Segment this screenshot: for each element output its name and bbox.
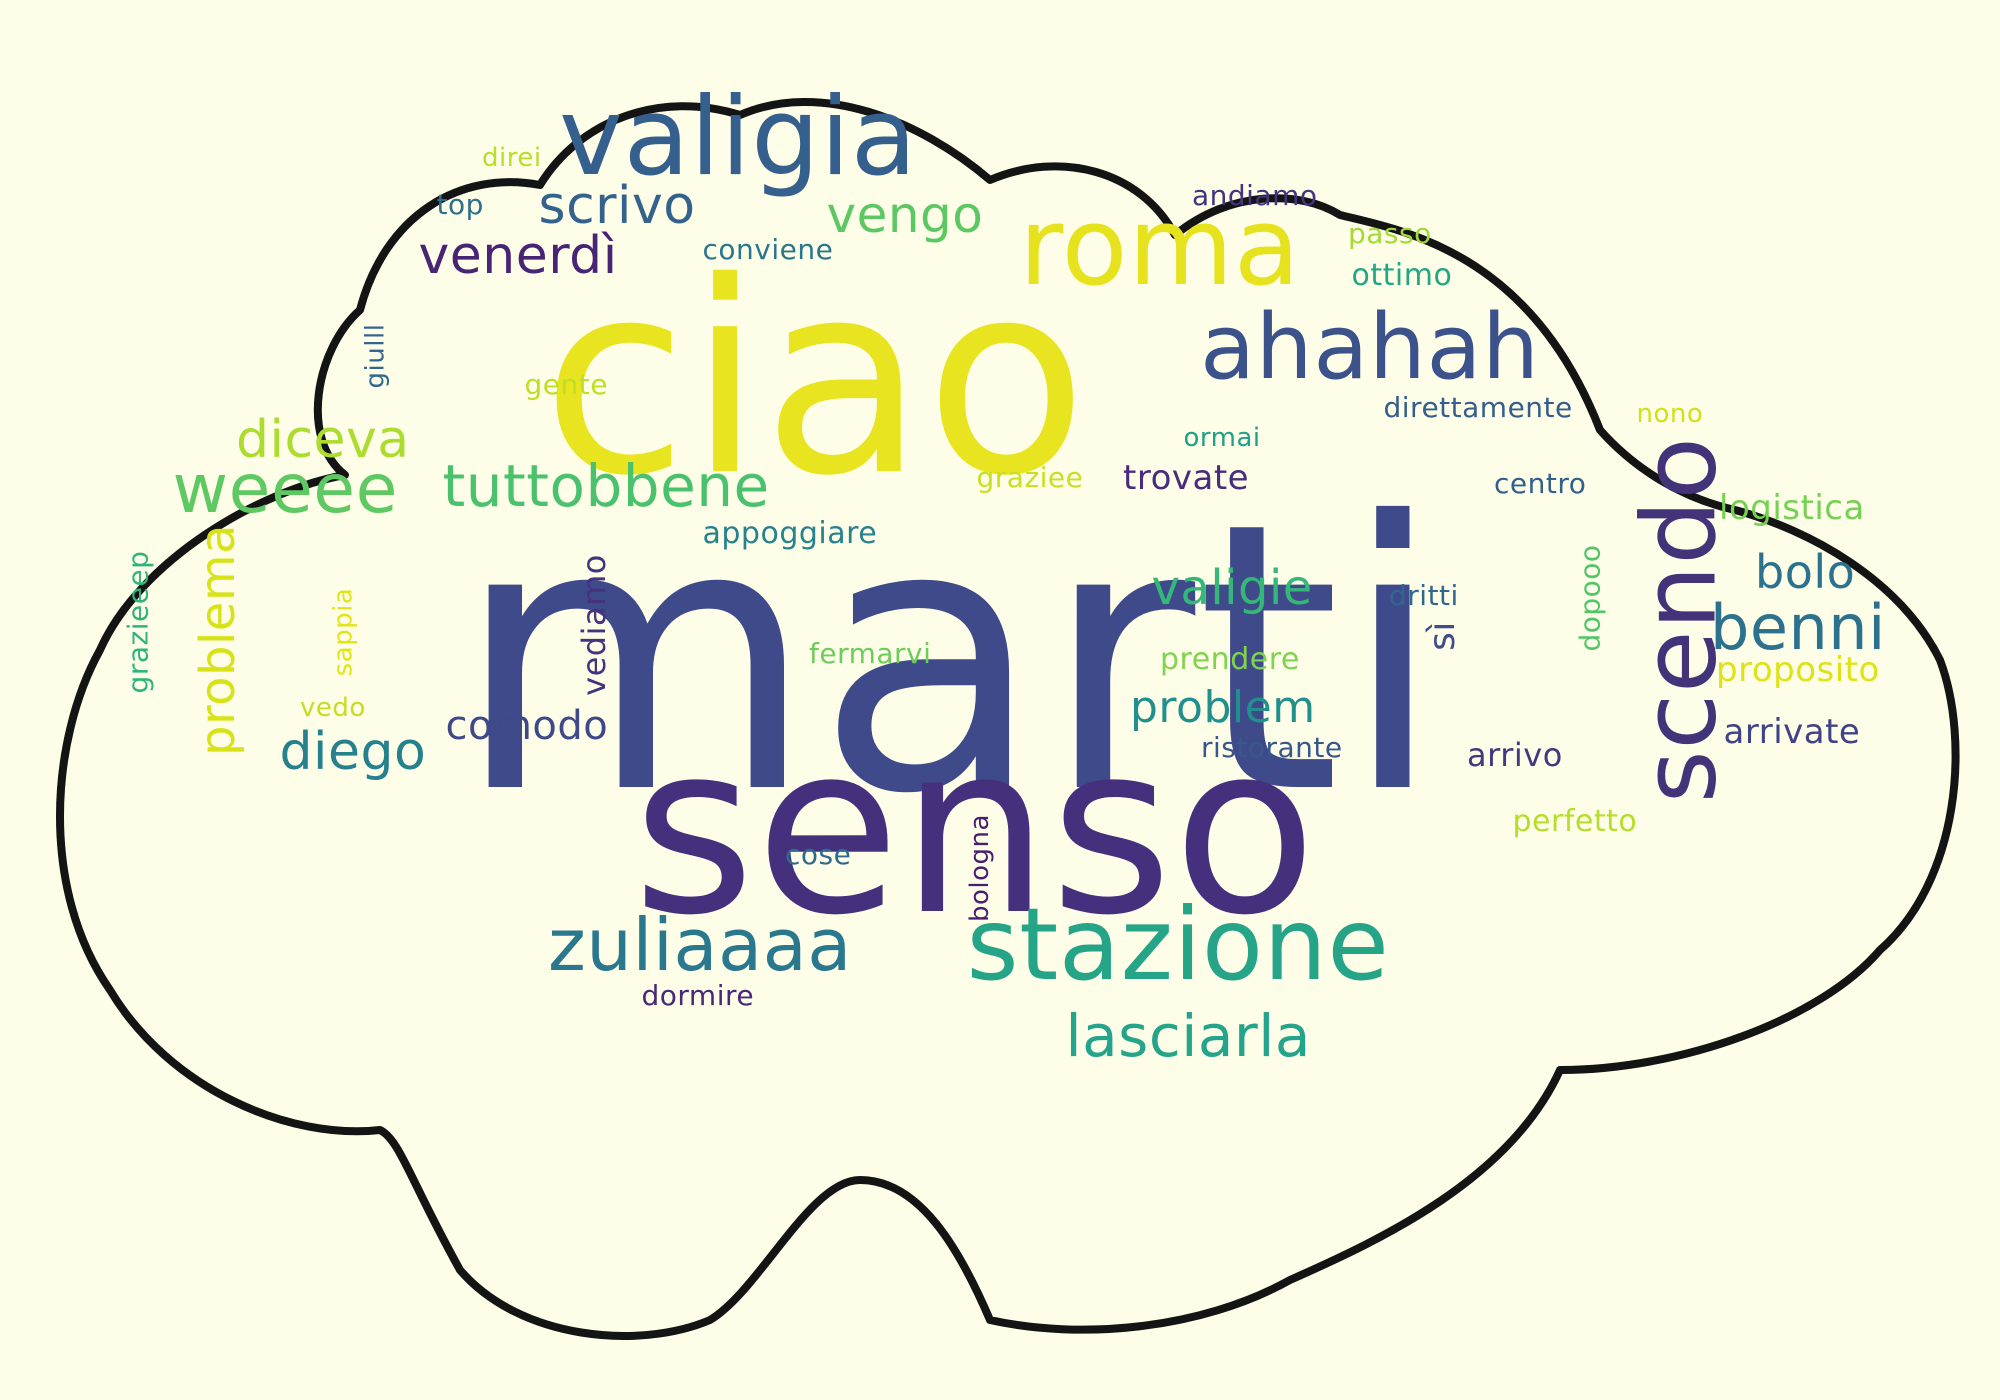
word-vediamo: vediamo <box>574 554 613 696</box>
word-sappia: sappia <box>327 587 358 677</box>
word-si: sì <box>1421 621 1463 651</box>
word-direttamente: direttamente <box>1383 391 1573 424</box>
word-logistica: logistica <box>1719 488 1865 528</box>
word-dormire: dormire <box>641 979 755 1012</box>
word-diego: diego <box>279 722 427 782</box>
word-dopooo: dopooo <box>1573 544 1607 652</box>
word-andiamo: andiamo <box>1192 179 1318 212</box>
word-vengo: vengo <box>826 186 984 244</box>
word-venerdi: venerdì <box>418 226 618 286</box>
word-scrivo: scrivo <box>538 176 696 236</box>
word-ciao: ciao <box>542 225 1088 534</box>
word-stazione: stazione <box>966 886 1390 1003</box>
word-dritti: dritti <box>1389 579 1459 612</box>
word-weeee: weeee <box>172 450 398 529</box>
word-benni: benni <box>1710 591 1886 664</box>
word-appoggiare: appoggiare <box>702 516 878 551</box>
cloud-outline <box>56 98 1960 1340</box>
word-ahahah: ahahah <box>1200 295 1540 400</box>
word-ristorante: ristorante <box>1201 731 1343 764</box>
word-gente: gente <box>524 368 608 401</box>
word-graziee: graziee <box>976 461 1084 494</box>
word-roma: roma <box>1019 185 1301 310</box>
word-fermarvi: fermarvi <box>809 637 932 670</box>
word-prendere: prendere <box>1160 642 1300 677</box>
word-ottimo: ottimo <box>1351 258 1453 293</box>
word-arrivo: arrivo <box>1467 736 1563 774</box>
word-centro: centro <box>1494 467 1587 500</box>
word-top: top <box>436 188 484 221</box>
word-arrivate: arrivate <box>1723 712 1861 752</box>
word-valigie: valigie <box>1151 560 1313 616</box>
word-lasciarla: lasciarla <box>1065 1002 1311 1070</box>
word-marti: marti <box>455 445 1445 875</box>
word-comodo: comodo <box>445 703 609 749</box>
word-direi: direi <box>482 143 542 173</box>
word-perfetto: perfetto <box>1512 804 1638 839</box>
word-ormai: ormai <box>1183 423 1261 453</box>
word-proposito: proposito <box>1716 650 1880 690</box>
word-bolo: bolo <box>1755 545 1856 599</box>
word-problema: problema <box>190 523 247 757</box>
word-trovate: trovate <box>1123 458 1250 498</box>
word-zuliaaaa: zuliaaaa <box>548 903 852 987</box>
word-diceva: diceva <box>236 410 410 470</box>
word-grazieeep: grazieeep <box>120 550 154 694</box>
word-giulll: giulll <box>359 323 390 389</box>
word-cose: cose <box>785 838 852 871</box>
word-bologna: bologna <box>964 814 995 922</box>
word-vedo: vedo <box>300 693 366 723</box>
word-passo: passo <box>1348 217 1432 250</box>
word-conviene: conviene <box>702 233 834 266</box>
word-senso: senso <box>632 693 1318 967</box>
word-nono: nono <box>1636 399 1704 429</box>
word-tuttobbene: tuttobbene <box>442 452 770 520</box>
word-valigia: valigia <box>559 75 918 200</box>
word-problem: problem <box>1130 682 1316 733</box>
